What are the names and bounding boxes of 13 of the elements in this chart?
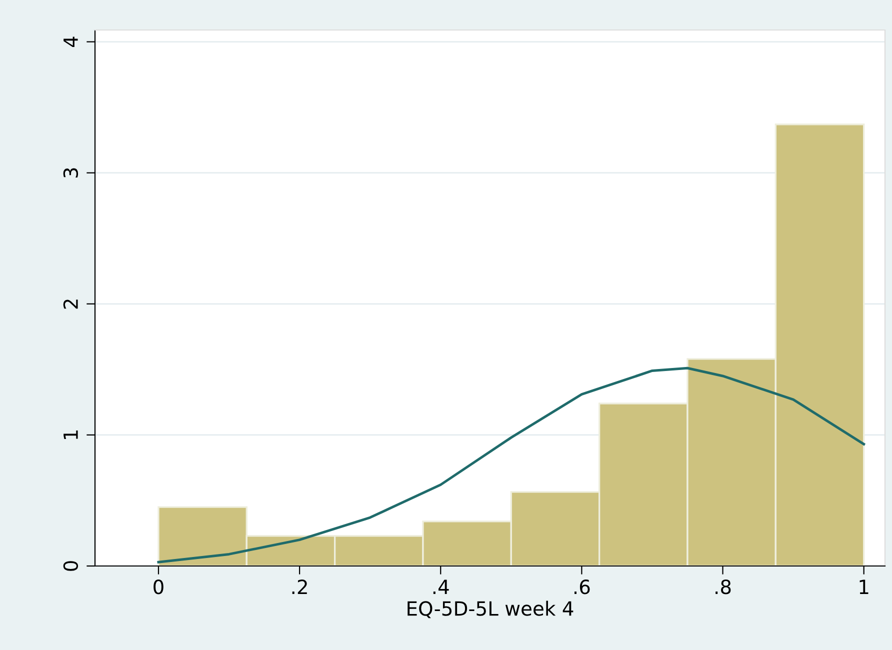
x-tick-label: .8 bbox=[716, 580, 731, 594]
x-tick-label: 0 bbox=[154, 580, 164, 594]
x-tick-label: .6 bbox=[574, 580, 590, 594]
x-axis-title: EQ-5D-5L week 4 bbox=[408, 600, 574, 618]
y-tick-label: 0 bbox=[63, 561, 78, 571]
x-tick-label: .2 bbox=[292, 580, 307, 594]
y-tick-label: 4 bbox=[64, 36, 78, 48]
line-series bbox=[157, 366, 866, 564]
y-tick-label: 3 bbox=[63, 168, 78, 178]
y-tick-label: 1 bbox=[64, 430, 78, 439]
y-tick-label: 2 bbox=[63, 300, 78, 309]
x-tick-label: .4 bbox=[433, 580, 449, 594]
x-tick-label: 1 bbox=[860, 580, 868, 594]
